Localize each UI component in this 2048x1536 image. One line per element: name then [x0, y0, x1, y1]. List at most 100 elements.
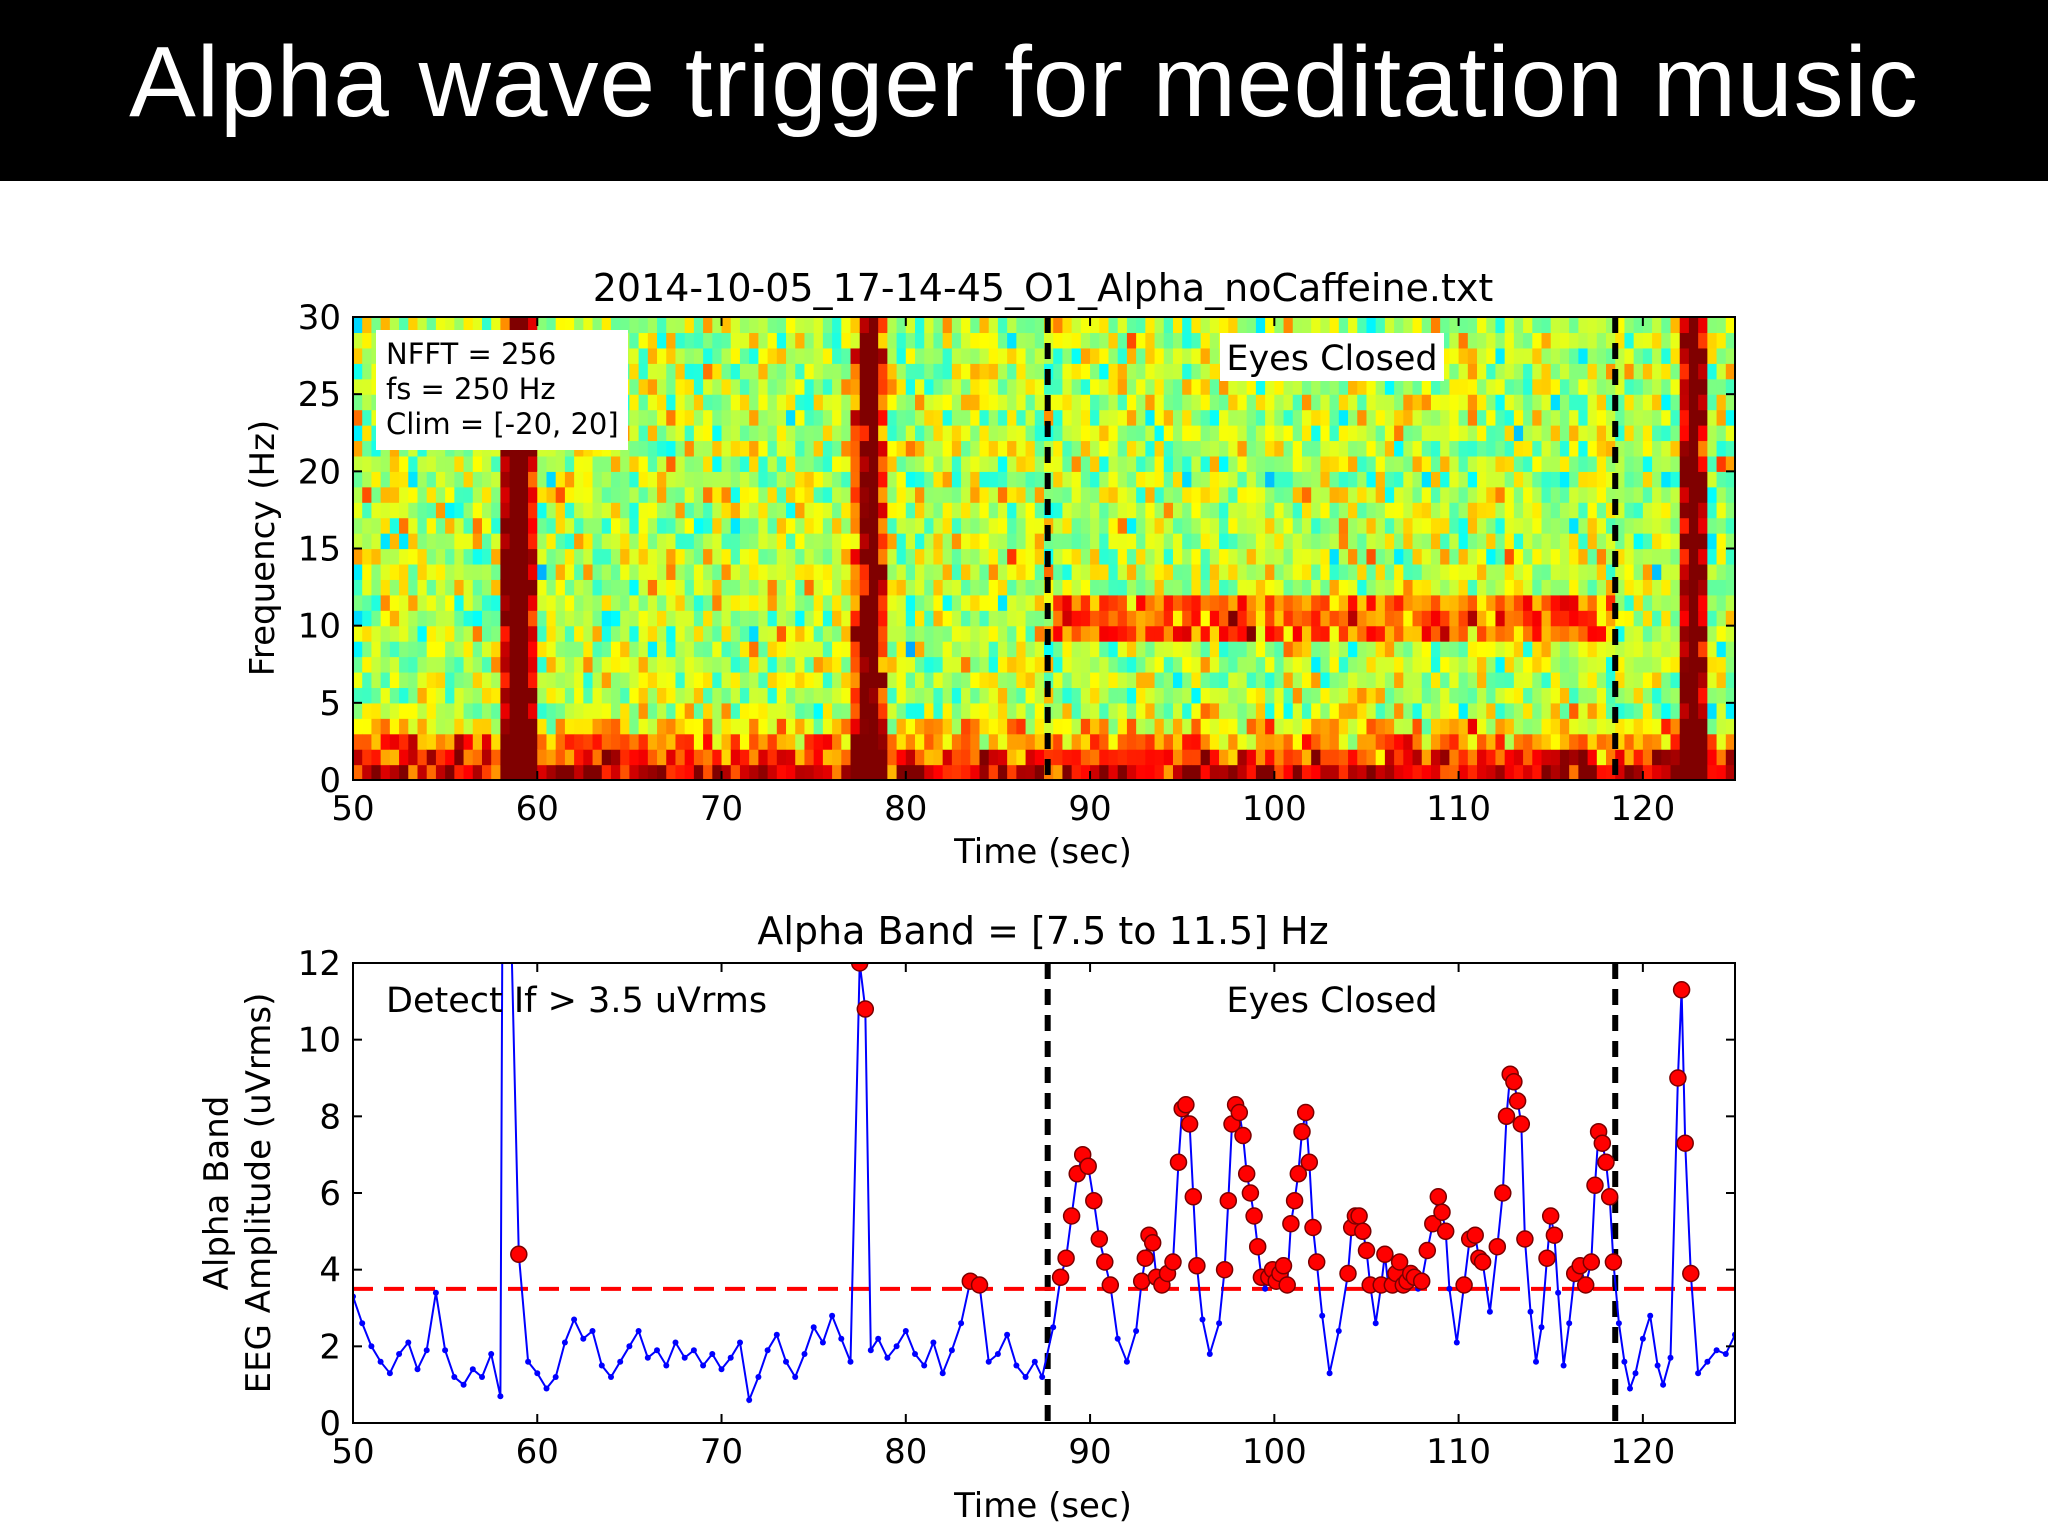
spectrogram-cell: [703, 687, 713, 704]
spectrogram-cell: [518, 718, 529, 735]
spectrogram-cell: [1080, 425, 1091, 442]
spectrogram-cell: [730, 409, 741, 426]
spectrogram-cell: [1375, 317, 1386, 334]
spectrogram-cell: [1126, 378, 1137, 395]
spectrogram-cell: [1283, 533, 1294, 550]
spectrogram-cell: [1569, 656, 1579, 673]
spectrogram-cell: [693, 718, 704, 735]
alpha-detection-marker: [1672, 981, 1691, 999]
spectrogram-cell: [712, 363, 723, 380]
spectrogram-cell: [1716, 594, 1727, 611]
spectrogram-cell: [481, 471, 492, 488]
spectrogram-cell: [693, 378, 704, 395]
spectrogram-cell: [887, 533, 898, 550]
spectrogram-cell: [868, 749, 879, 766]
spectrogram-cell: [979, 332, 990, 349]
spectrogram-cell: [1108, 440, 1119, 457]
spectrogram-cell: [1725, 517, 1735, 534]
spectrogram-cell: [592, 517, 603, 534]
spectrogram-cell: [1274, 641, 1285, 658]
spectrogram-cell: [749, 687, 759, 704]
spectrogram-cell: [1624, 517, 1635, 534]
spectrogram-cell: [942, 563, 953, 580]
spectrogram-cell: [1163, 502, 1174, 519]
spectrogram-cell: [1449, 718, 1460, 735]
spectrogram-cell: [371, 671, 382, 688]
spectrogram-cell: [528, 702, 538, 719]
spectrogram-cell: [629, 610, 640, 627]
spectrogram-cell: [1578, 718, 1589, 735]
spectrogram-cell: [841, 347, 852, 364]
spectrogram-cell: [1154, 363, 1165, 380]
spectrogram-cell: [574, 671, 584, 688]
spectrogram-cell: [1108, 548, 1119, 565]
spectrogram-cell: [804, 471, 815, 488]
spectrogram-cell: [389, 671, 400, 688]
spectrogram-cell: [712, 764, 723, 780]
spectrogram-cell: [362, 764, 373, 780]
spectrogram-cell: [353, 641, 363, 658]
spectrogram-cell: [1449, 363, 1460, 380]
spectrogram-cell: [1550, 455, 1561, 472]
spectrogram-cell: [749, 749, 759, 766]
spectrogram-cell: [684, 502, 695, 519]
spectrogram-cell: [1688, 363, 1699, 380]
spectrogram-cell: [868, 363, 879, 380]
alpha-data-point: [737, 1339, 743, 1346]
spectrogram-cell: [712, 378, 723, 395]
spectrogram-cell: [804, 347, 815, 364]
spectrogram-cell: [850, 394, 861, 411]
spectrogram-cell: [620, 471, 630, 488]
alpha-data-point: [617, 1358, 624, 1365]
spectrogram-cell: [657, 332, 667, 349]
spectrogram-cell: [620, 548, 630, 565]
alpha-detection-marker: [1230, 1103, 1249, 1122]
alpha-detection-marker: [1304, 1218, 1322, 1237]
spectrogram-cell: [1403, 394, 1414, 411]
spectrogram-cell: [1126, 455, 1137, 472]
spectrogram-cell: [1587, 317, 1598, 334]
spectrogram-cell: [1449, 733, 1460, 750]
spectrogram-cell: [712, 625, 723, 642]
spectrogram-cell: [1523, 502, 1533, 519]
spectrogram-cell: [905, 702, 916, 719]
spectrogram-cell: [1025, 579, 1036, 596]
spectrogram-cell: [1090, 671, 1100, 688]
spectrogram-cell: [1080, 671, 1091, 688]
spectrogram-cell: [997, 671, 1008, 688]
spectrogram-cell: [647, 517, 658, 534]
spectrogram-cell: [951, 671, 962, 688]
spectrogram-cell: [491, 548, 502, 565]
spectrogram-cell: [564, 671, 575, 688]
spectrogram-cell: [1504, 347, 1515, 364]
spectrogram-cell: [979, 687, 990, 704]
spectrogram-cell: [859, 486, 870, 503]
spectrogram-cell: [555, 563, 566, 580]
charts-figure: 2014-10-05_17-14-45_O1_Alpha_noCaffeine.…: [197, 266, 1736, 1526]
alpha-data-point: [1632, 1370, 1639, 1377]
spectrogram-cell: [1633, 517, 1644, 534]
spectrogram-cell: [1504, 440, 1515, 457]
spectrogram-cell: [1154, 702, 1165, 719]
spectrogram-cell: [1633, 378, 1644, 395]
spectrogram-cell: [1698, 625, 1708, 642]
spectrogram-cell: [1117, 764, 1128, 780]
spectrogram-cell: [1182, 409, 1193, 426]
spectrogram-cell: [1642, 671, 1653, 688]
spectrogram-title: 2014-10-05_17-14-45_O1_Alpha_noCaffeine.…: [593, 266, 1494, 310]
spectrogram-cell: [371, 455, 382, 472]
spectrogram-cell: [1495, 625, 1506, 642]
spectrogram-cell: [804, 363, 815, 380]
spectrogram-cell: [1007, 455, 1017, 472]
spectrogram-cell: [500, 641, 511, 658]
spectrogram-cell: [1255, 579, 1266, 596]
spectrogram-cell: [1440, 317, 1450, 334]
spectrogram-cell: [1182, 687, 1193, 704]
spectrogram-cell: [362, 486, 373, 503]
spectrogram-cell: [1320, 656, 1331, 673]
spectrogram-cell: [1301, 579, 1312, 596]
spectrogram-cell: [1237, 749, 1248, 766]
alpha-x-tick-label: 50: [331, 1432, 374, 1472]
spectrogram-cell: [1458, 733, 1469, 750]
spectrogram-cell: [408, 764, 419, 780]
